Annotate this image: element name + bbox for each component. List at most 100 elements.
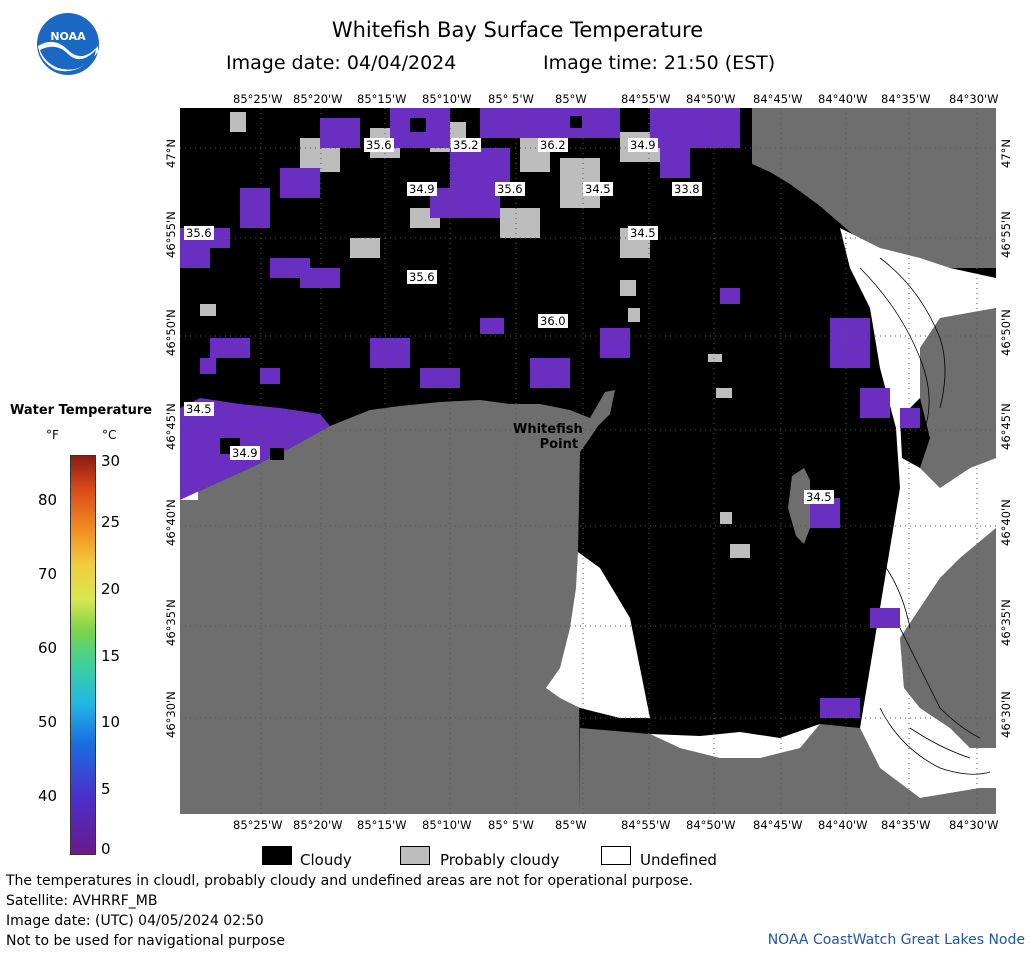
temperature-label: 35.6 (364, 138, 394, 152)
temperature-label: 34.5 (184, 402, 214, 416)
contour-lines (859, 257, 991, 775)
x-tick-label: 84°30'W (949, 92, 999, 106)
colorbar-f-tick: 50 (38, 713, 58, 731)
temperature-label: 35.6 (184, 226, 214, 240)
temperature-label: 35.6 (407, 270, 437, 284)
temperature-label: 33.8 (672, 182, 702, 196)
colorbar-f-tick: 70 (38, 565, 58, 583)
colorbar-f-tick: 80 (38, 491, 58, 509)
temperature-label: 34.5 (628, 226, 658, 240)
x-tick-label: 84°45'W (753, 818, 803, 832)
x-tick-label: 85°10'W (422, 818, 472, 832)
x-tick-label: 85°25'W (233, 818, 283, 832)
temperature-label: 34.9 (628, 138, 658, 152)
place-label-whitefish-point: Whitefish Point (513, 422, 583, 452)
temperature-label: 34.5 (583, 182, 613, 196)
footer-disclaimer: The temperatures in cloudl, probably clo… (6, 873, 693, 889)
x-tick-label: 85°25'W (233, 92, 283, 106)
x-tick-label: 85° 5'W (488, 818, 534, 832)
x-tick-label: 85°20'W (293, 92, 343, 106)
colorbar-c-tick: 15 (101, 647, 121, 665)
x-tick-label: 85°15'W (357, 818, 407, 832)
x-tick-label: 85°10'W (422, 92, 472, 106)
land-right-middle (920, 308, 996, 488)
undefined-area-right (840, 228, 996, 798)
colorbar-c-tick: 5 (101, 780, 111, 798)
temperature-label: 35.6 (495, 182, 525, 196)
colorbar-unit-f: °F (46, 428, 59, 442)
y-tick-label: 46°40'N (999, 499, 1013, 546)
colorbar-c-tick: 10 (101, 713, 121, 731)
colorbar-f-tick: 60 (38, 639, 58, 657)
colorbar-c-tick: 0 (101, 840, 111, 858)
temperature-label: 34.5 (804, 490, 834, 504)
map-svg (180, 108, 996, 814)
y-tick-label: 46°35'N (164, 599, 178, 646)
footer-satellite: Satellite: AVHRRF_MB (6, 893, 158, 909)
x-tick-label: 85° 5'W (488, 92, 534, 106)
legend-label-cloudy: Cloudy (300, 851, 352, 869)
colorbar-f-tick: 40 (38, 787, 58, 805)
y-tick-label: 46°45'N (999, 403, 1013, 450)
y-tick-label: 47°N (999, 139, 1013, 168)
y-tick-label: 46°30'N (164, 691, 178, 738)
colorbar-title: Water Temperature (10, 403, 153, 418)
place-label-line2: Point (539, 437, 579, 452)
colorbar-c-tick: 30 (101, 452, 121, 470)
logo-text: NOAA (50, 30, 86, 43)
temperature-label: 34.9 (230, 446, 260, 460)
temperature-label: 34.9 (407, 182, 437, 196)
temperature-label: 35.2 (451, 138, 481, 152)
colorbar-c-tick: 25 (101, 513, 121, 531)
x-tick-label: 84°35'W (881, 818, 931, 832)
footer-credit: NOAA CoastWatch Great Lakes Node (767, 932, 1025, 948)
colorbar-c-tick: 20 (101, 580, 121, 598)
place-label-line1: Whitefish (513, 422, 583, 437)
image-time: Image time: 21:50 (EST) (543, 52, 776, 74)
footer-navigation-note: Not to be used for navigational purpose (6, 933, 285, 949)
x-tick-label: 84°50'W (686, 92, 736, 106)
x-tick-label: 85°W (555, 818, 587, 832)
land-bottom (580, 724, 996, 814)
temperature-map (180, 108, 996, 814)
y-tick-label: 46°55'N (999, 211, 1013, 258)
y-tick-label: 46°40'N (164, 499, 178, 546)
x-tick-label: 85°15'W (357, 92, 407, 106)
x-tick-label: 85°20'W (293, 818, 343, 832)
land-right-lower (900, 528, 996, 748)
island (788, 468, 810, 544)
page-title: Whitefish Bay Surface Temperature (331, 18, 704, 42)
y-tick-label: 46°45'N (164, 403, 178, 450)
footer-utc-date: Image date: (UTC) 04/05/2024 02:50 (6, 913, 264, 929)
legend-swatch-cloudy (262, 846, 292, 865)
colorbar-scale (70, 455, 96, 855)
x-tick-label: 84°40'W (818, 92, 868, 106)
image-date: Image date: 04/04/2024 (226, 52, 457, 74)
x-tick-label: 84°45'W (753, 92, 803, 106)
legend-label-probably-cloudy: Probably cloudy (440, 851, 560, 869)
x-tick-label: 84°30'W (949, 818, 999, 832)
temperature-label: 36.2 (538, 138, 568, 152)
legend-label-undefined: Undefined (640, 851, 717, 869)
temperature-label: 36.0 (538, 314, 568, 328)
undefined-area-bottom (650, 724, 820, 758)
y-tick-label: 46°50'N (164, 309, 178, 356)
y-tick-label: 46°55'N (164, 211, 178, 258)
x-tick-label: 84°50'W (686, 818, 736, 832)
x-tick-label: 84°55'W (621, 92, 671, 106)
graticule (180, 108, 996, 814)
x-tick-label: 84°55'W (621, 818, 671, 832)
x-tick-label: 84°35'W (881, 92, 931, 106)
legend-swatch-undefined (601, 846, 631, 865)
y-tick-label: 47°N (164, 139, 178, 168)
colorbar-unit-c: °C (102, 428, 117, 442)
x-tick-label: 84°40'W (818, 818, 868, 832)
x-tick-label: 85°W (555, 92, 587, 106)
undefined-area-left-bay (546, 552, 650, 718)
y-tick-label: 46°50'N (999, 309, 1013, 356)
y-tick-label: 46°30'N (999, 691, 1013, 738)
noaa-logo: NOAA (37, 13, 99, 75)
legend-swatch-probably-cloudy (400, 846, 430, 865)
land-lower-left (180, 390, 615, 814)
y-tick-label: 46°35'N (999, 599, 1013, 646)
